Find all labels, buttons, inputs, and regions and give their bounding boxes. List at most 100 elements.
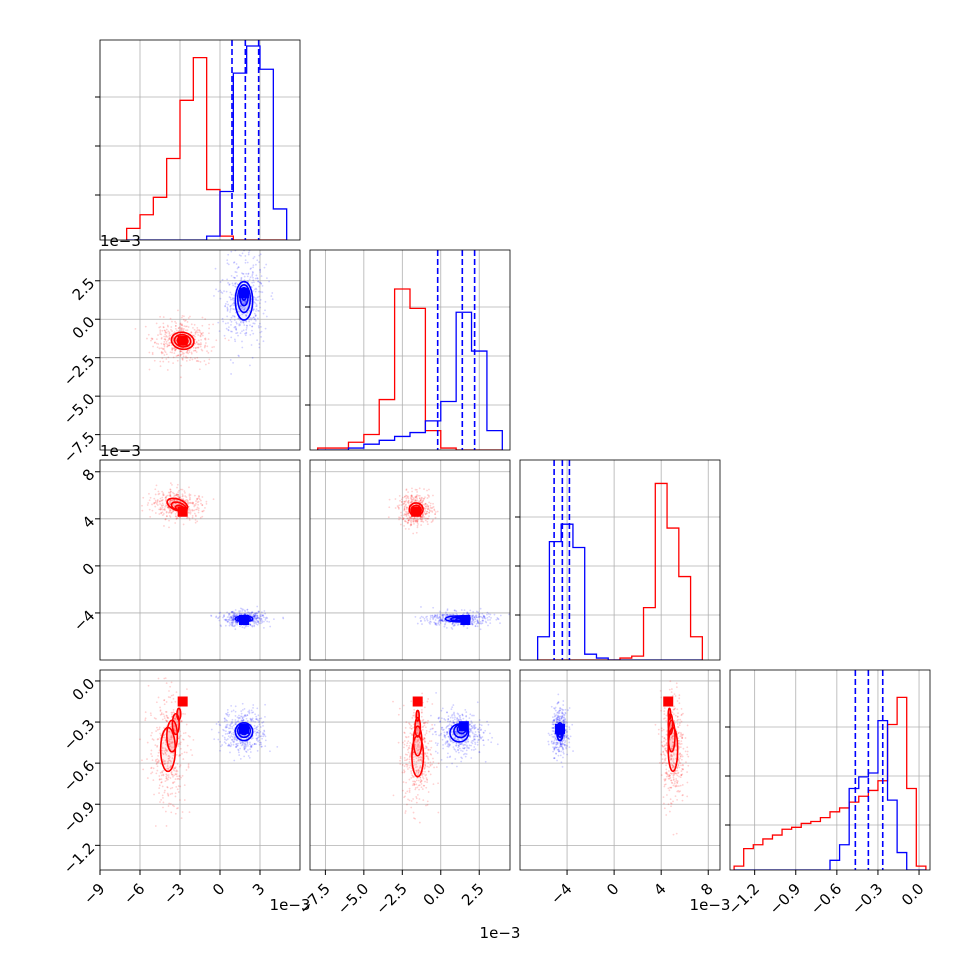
scatter-point	[422, 738, 424, 740]
scatter-point	[224, 338, 226, 340]
scatter-point	[233, 710, 235, 712]
scatter-point	[252, 264, 254, 266]
scatter-point	[680, 746, 682, 748]
scatter-point	[158, 508, 160, 510]
panel-2d-p2-p4	[310, 670, 510, 870]
scatter-point	[246, 609, 248, 611]
scatter-point	[265, 328, 267, 330]
scatter-point	[499, 622, 501, 624]
scatter-point	[208, 328, 210, 330]
scatter-point	[428, 770, 430, 772]
hist-series-blue-p4	[734, 721, 926, 870]
scatter-point	[160, 365, 162, 367]
scatter-point	[673, 706, 675, 708]
scatter-point	[670, 805, 672, 807]
scatter-point	[431, 521, 433, 523]
scatter-point	[232, 622, 234, 624]
scatter-point	[416, 780, 418, 782]
scatter-point	[250, 268, 252, 270]
peak-marker	[178, 336, 188, 346]
scatter-point	[441, 727, 443, 729]
scatter-point	[175, 513, 177, 515]
scatter-point	[661, 730, 663, 732]
scatter-point	[479, 727, 481, 729]
scatter-point	[227, 282, 229, 284]
scatter-point	[251, 330, 253, 332]
scatter-point	[227, 254, 229, 256]
scatter-point	[150, 767, 152, 769]
scatter-series-red	[139, 630, 194, 827]
scatter-point	[230, 373, 232, 375]
scatter-point	[479, 724, 481, 726]
scatter-point	[403, 772, 405, 774]
scatter-point	[248, 321, 250, 323]
scatter-point	[226, 291, 228, 293]
scatter-point	[677, 712, 679, 714]
scatter-point	[262, 285, 264, 287]
scatter-point	[176, 754, 178, 756]
scatter-point	[228, 284, 230, 286]
scatter-point	[184, 784, 186, 786]
scatter-point	[178, 775, 180, 777]
scatter-point	[479, 735, 481, 737]
scatter-point	[254, 256, 256, 258]
scatter-point	[678, 776, 680, 778]
scatter-point	[420, 519, 422, 521]
scatter-point	[226, 278, 228, 280]
scatter-point	[678, 702, 680, 704]
scatter-point	[189, 316, 191, 318]
scatter-point	[675, 786, 677, 788]
scatter-point	[155, 718, 157, 720]
scatter-point	[473, 622, 475, 624]
scatter-point	[682, 800, 684, 802]
scatter-point	[404, 520, 406, 522]
scatter-point	[660, 690, 662, 692]
scatter-point	[672, 773, 674, 775]
scatter-point	[178, 329, 180, 331]
scatter-point	[153, 502, 155, 504]
scatter-series-blue	[414, 606, 510, 630]
scatter-point	[180, 777, 182, 779]
scatter-point	[181, 817, 183, 819]
scatter-point	[258, 325, 260, 327]
scatter-point	[184, 713, 186, 715]
scatter-point	[409, 754, 411, 756]
scatter-point	[435, 731, 437, 733]
scatter-point	[676, 682, 678, 684]
scatter-point	[249, 334, 251, 336]
scatter-point	[439, 621, 441, 623]
scatter-point	[416, 522, 418, 524]
scatter-point	[671, 780, 673, 782]
scatter-point	[196, 351, 198, 353]
scatter-point	[245, 329, 247, 331]
scatter-point	[474, 743, 476, 745]
scatter-point	[682, 794, 684, 796]
scatter-point	[427, 752, 429, 754]
scatter-point	[171, 787, 173, 789]
scatter-point	[155, 501, 157, 503]
scatter-point	[678, 759, 680, 761]
scatter-point	[242, 743, 244, 745]
scatter-point	[259, 724, 261, 726]
scatter-point	[476, 735, 478, 737]
scatter-point	[262, 725, 264, 727]
scatter-point	[263, 616, 265, 618]
scatter-point	[248, 755, 250, 757]
scatter-point	[404, 508, 406, 510]
scatter-point	[152, 352, 154, 354]
scatter-point	[470, 745, 472, 747]
scatter-point	[471, 623, 473, 625]
scatter-point	[405, 500, 407, 502]
scatter-point	[165, 773, 167, 775]
scatter-point	[184, 492, 186, 494]
scatter-point	[245, 262, 247, 264]
scatter-point	[170, 777, 172, 779]
scatter-point	[403, 746, 405, 748]
scatter-point	[429, 731, 431, 733]
scatter-point	[438, 735, 440, 737]
scatter-point	[240, 332, 242, 334]
scatter-point	[171, 695, 173, 697]
scatter-point	[447, 721, 449, 723]
scatter-point	[444, 735, 446, 737]
scatter-point	[666, 773, 668, 775]
